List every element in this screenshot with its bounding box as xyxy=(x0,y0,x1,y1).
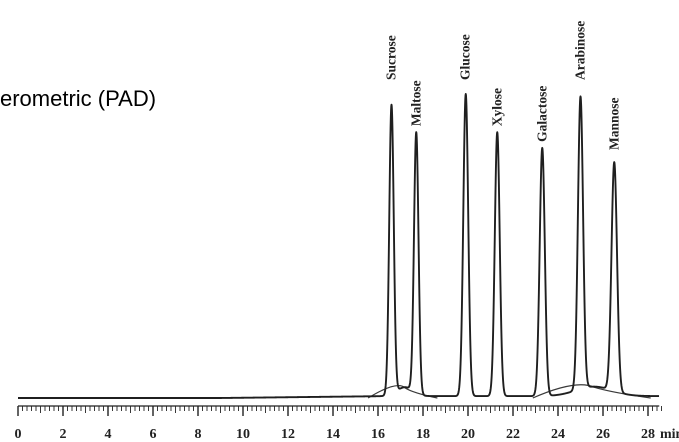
x-tick-label: 6 xyxy=(150,427,157,442)
x-axis-unit: min xyxy=(660,427,679,442)
x-tick-label: 26 xyxy=(596,427,610,442)
peak-label-glucose: Glucose xyxy=(458,34,473,80)
x-tick-label: 0 xyxy=(15,427,22,442)
x-tick-label: 18 xyxy=(416,427,430,442)
peak-label-sucrose: Sucrose xyxy=(384,35,399,80)
x-tick-label: 16 xyxy=(371,427,385,442)
peak-label-maltose: Maltose xyxy=(408,80,423,126)
x-tick-label: 28 xyxy=(641,427,655,442)
peak-label-galactose: Galactose xyxy=(534,86,549,142)
peak-label-xylose: Xylose xyxy=(489,88,504,126)
x-tick-label: 12 xyxy=(281,427,295,442)
x-axis xyxy=(17,405,662,416)
peak-label-arabinose: Arabinose xyxy=(573,21,588,80)
x-tick-label: 14 xyxy=(326,427,340,442)
peak-labels: Sucrose Maltose Glucose Xylose Galactose Arab… xyxy=(384,21,622,150)
x-tick-label: 24 xyxy=(551,427,565,442)
x-tick-label: 20 xyxy=(461,427,475,442)
x-tick-labels: 0246810121416182022242628min xyxy=(15,427,679,442)
x-tick-label: 10 xyxy=(236,427,250,442)
x-tick-label: 22 xyxy=(506,427,520,442)
chromatogram-trace xyxy=(17,93,660,399)
x-tick-label: 8 xyxy=(195,427,202,442)
x-tick-label: 2 xyxy=(60,427,67,442)
x-tick-label: 4 xyxy=(105,427,112,442)
chart-title-fragment: erometric (PAD) xyxy=(0,86,156,111)
peak-label-mannose: Mannose xyxy=(606,97,621,150)
